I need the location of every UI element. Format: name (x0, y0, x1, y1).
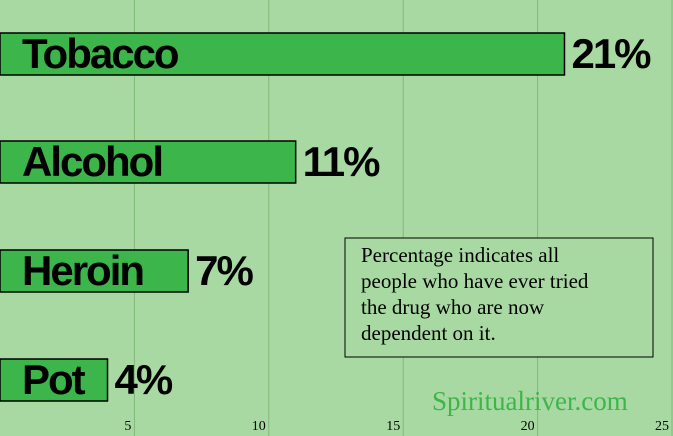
bar (0, 358, 109, 402)
x-tick-label: 10 (252, 419, 266, 434)
bars: Tobacco 21% Alcohol 11% Heroin 7% Pot 4% (0, 30, 653, 403)
category-label: Heroin (22, 247, 143, 294)
x-tick-label: 15 (386, 419, 400, 434)
x-tick-label: 20 (521, 419, 535, 434)
annotation-line: dependent on it. (361, 321, 496, 345)
category-label: Pot (22, 356, 86, 403)
bar (0, 140, 297, 184)
category-label: Alcohol (22, 138, 162, 185)
value-label: 11% (303, 138, 380, 185)
watermark: Spiritualriver.com (432, 386, 628, 416)
annotation-line: people who have ever tried (361, 269, 589, 293)
bar (0, 249, 189, 293)
annotation-box (344, 237, 654, 358)
value-label: 4% (115, 356, 173, 403)
value-label: 7% (195, 247, 253, 294)
annotation-line: the drug who are now (361, 295, 545, 319)
annotation-line: Percentage indicates all (361, 243, 559, 267)
category-label: Tobacco (22, 30, 179, 77)
bar (0, 32, 566, 76)
x-tick-label: 5 (124, 419, 131, 434)
value-label: 21% (571, 30, 651, 77)
x-tick-label: 25 (655, 419, 669, 434)
